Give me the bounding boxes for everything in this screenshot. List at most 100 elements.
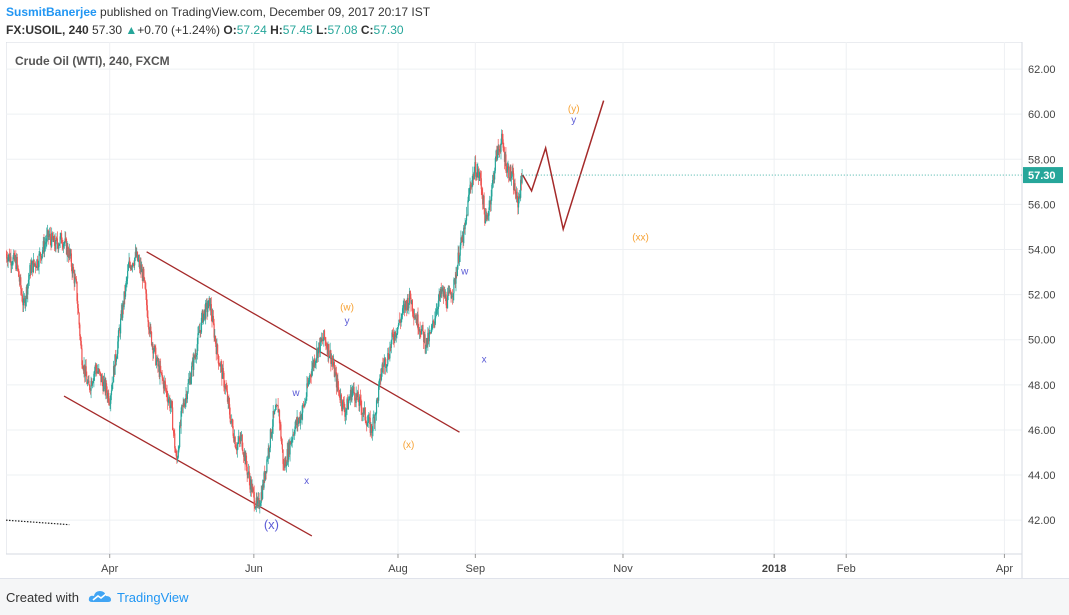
author-link[interactable]: SusmitBanerjee — [6, 5, 97, 19]
candle-body — [105, 383, 107, 393]
candle-body — [439, 293, 441, 298]
candle-body — [20, 288, 23, 294]
candle-body — [439, 288, 442, 298]
candle-body — [203, 309, 205, 314]
candle-body — [299, 417, 301, 424]
candle-body — [34, 263, 37, 268]
candle-body — [200, 317, 203, 333]
tradingview-brand-link[interactable]: TradingView — [117, 590, 189, 605]
candle-body — [492, 175, 494, 181]
candle-body — [120, 310, 122, 319]
candle-body — [228, 397, 230, 405]
candle-body — [167, 399, 170, 403]
candle-body — [264, 471, 267, 480]
candle-body — [224, 387, 226, 389]
candle-body — [20, 277, 22, 289]
candle-body — [297, 420, 300, 424]
candle-body — [52, 238, 54, 242]
candle-body — [214, 336, 217, 344]
candle-body — [445, 294, 447, 306]
candle-body — [433, 322, 435, 324]
candle-body — [163, 381, 165, 389]
candle-body — [65, 238, 67, 240]
candle-body — [145, 288, 147, 294]
candle-body — [115, 354, 117, 362]
candle-body — [475, 176, 477, 178]
candle-body — [110, 395, 112, 404]
candle-body — [383, 361, 385, 367]
candle-body — [140, 264, 142, 273]
candle-body — [468, 191, 470, 195]
candle-body — [220, 363, 222, 365]
candle-body — [449, 289, 451, 293]
footer-bar: Created with TradingView — [0, 578, 1069, 615]
candle-body — [429, 332, 431, 333]
candle-body — [116, 353, 118, 359]
candle-body — [61, 243, 63, 245]
wave-label: w — [291, 388, 300, 399]
candle-body — [426, 338, 428, 346]
candle-body — [471, 180, 473, 188]
tradingview-cloud-icon[interactable] — [88, 587, 112, 605]
price-axis[interactable]: 42.00 44.00 46.00 48.00 50.00 52.00 54.00 56.00… — [1028, 64, 1056, 527]
candle-body — [13, 252, 16, 261]
time-tick-label: 2018 — [762, 563, 786, 575]
candle-body — [379, 374, 381, 380]
candle-body — [251, 486, 253, 492]
candle-body — [209, 297, 211, 310]
candle-body — [454, 278, 456, 284]
candle-body — [416, 318, 418, 325]
candle-body — [131, 266, 133, 268]
candle-body — [25, 286, 27, 299]
candle-body — [231, 419, 234, 427]
candle-body — [232, 426, 234, 436]
candle-body — [141, 269, 143, 273]
candle-body — [194, 355, 196, 358]
candle-body — [176, 455, 178, 460]
candle-body — [213, 323, 215, 338]
candle-body — [297, 417, 299, 424]
candle-body — [488, 207, 490, 216]
candle-body — [514, 183, 516, 194]
candle-body — [414, 316, 416, 320]
candle-body — [168, 398, 170, 400]
candle-body — [107, 392, 109, 399]
candle-body — [392, 333, 395, 340]
price-tick-label: 62.00 — [1028, 64, 1056, 76]
candle-body — [227, 397, 229, 402]
candle-body — [195, 355, 198, 357]
candle-body — [210, 304, 212, 316]
candle-body — [342, 399, 345, 403]
candle-body — [160, 371, 162, 373]
time-tick-label: Feb — [837, 563, 856, 575]
high-value: 57.45 — [282, 23, 313, 37]
candle-body — [423, 331, 425, 343]
candle-body — [491, 180, 494, 185]
candle-body — [139, 264, 141, 269]
candle-body — [6, 258, 9, 262]
time-tick-label: Aug — [388, 563, 408, 575]
candle-body — [394, 331, 396, 341]
candle-body — [330, 359, 333, 364]
candle-body — [283, 463, 285, 466]
candle-body — [361, 407, 363, 415]
price-tick-label: 50.00 — [1028, 335, 1056, 347]
candle-body — [283, 465, 286, 468]
price-chart[interactable]: (x)wx(w)y(x)wx(y)y(xx) 42.0044.0046.0048… — [5, 41, 1064, 578]
candle-body — [456, 274, 458, 276]
candle-body — [484, 209, 486, 224]
candle-body — [255, 507, 257, 509]
candle-body — [517, 198, 519, 208]
time-axis[interactable]: Apr Jun Aug Sep Nov 2018 Feb Apr — [101, 554, 1013, 575]
candle-body — [335, 371, 337, 373]
candle-body — [425, 347, 427, 349]
candle-body — [323, 330, 325, 341]
candle-body — [51, 232, 54, 239]
candle-body — [294, 426, 296, 434]
candle-body — [191, 360, 193, 367]
candle-body — [311, 362, 314, 369]
candle-body — [321, 339, 323, 342]
candle-body — [335, 372, 338, 388]
candle-body — [466, 214, 468, 216]
chart-area[interactable]: (x) w x (w) y (x) w x (y) y (xx) 42.00 44.00 46.00 48… — [5, 41, 1064, 578]
